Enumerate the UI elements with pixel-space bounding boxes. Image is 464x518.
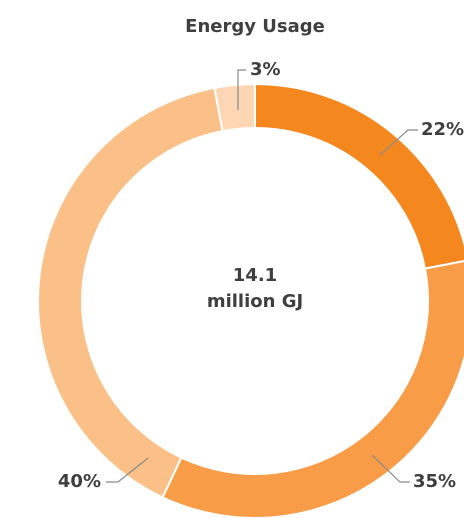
data-label: 35% (413, 471, 456, 492)
donut-slice (37, 86, 224, 499)
leader-line (106, 457, 149, 483)
center-value: 14.1 (233, 265, 277, 286)
data-label: 40% (58, 471, 101, 492)
donut-slice (213, 82, 256, 133)
center-unit: million GJ (207, 291, 303, 312)
leader-line (237, 69, 246, 110)
leader-line (379, 129, 418, 156)
chart-title: Energy Usage (185, 16, 325, 37)
donut-slice (254, 82, 464, 270)
data-label: 22% (421, 119, 464, 140)
leader-line (371, 454, 410, 483)
data-label: 3% (250, 59, 281, 80)
